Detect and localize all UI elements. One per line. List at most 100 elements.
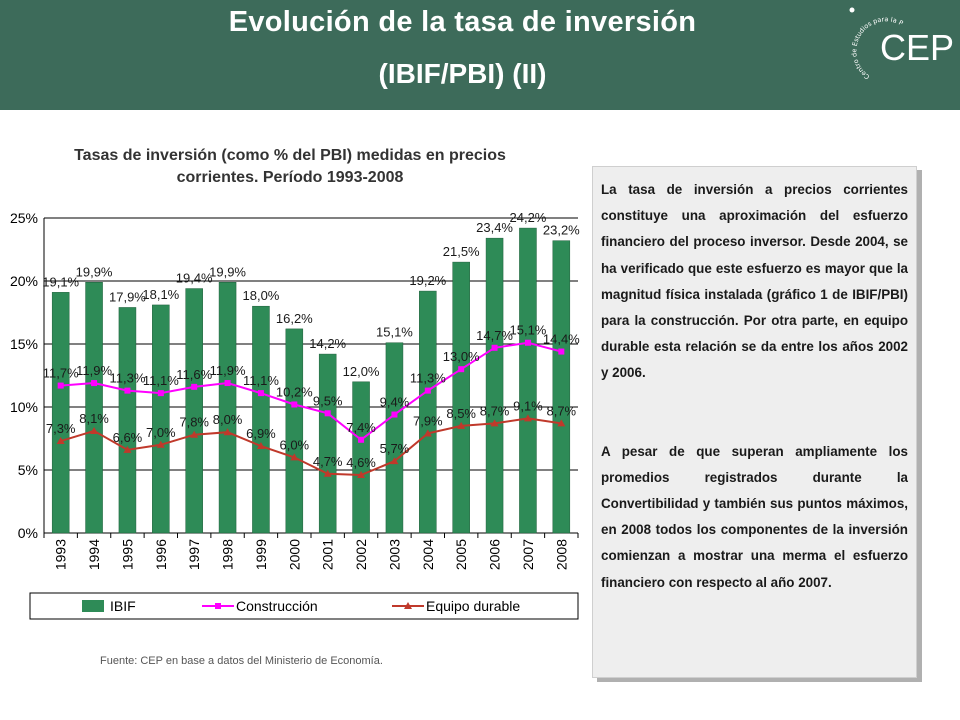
- bar-ibif-2008: [552, 240, 571, 534]
- point-construccion-2005: [458, 366, 465, 373]
- point-construccion-1994: [91, 380, 98, 387]
- bar-ibif-2002: [352, 381, 370, 534]
- point-equipo-1993: [56, 437, 65, 445]
- data-label-construccion: 15,1%: [510, 323, 547, 338]
- y-tick-label: 20%: [10, 273, 38, 289]
- data-label-equipo: 8,5%: [446, 406, 476, 421]
- data-label-equipo: 8,0%: [213, 412, 243, 427]
- point-equipo-2004: [423, 429, 432, 437]
- point-construccion-2000: [291, 401, 298, 408]
- commentary-paragraph-2: A pesar de que superan ampliamente los p…: [601, 443, 908, 590]
- point-equipo-1994: [90, 426, 99, 434]
- x-tick-label: 1994: [86, 539, 102, 570]
- point-construccion-2008: [558, 348, 565, 355]
- y-tick-label: 25%: [10, 210, 38, 226]
- data-label-construccion: 11,9%: [210, 363, 246, 378]
- page-title: Evolución de la tasa de inversión: [228, 6, 697, 38]
- source-note: Fuente: CEP en base a datos del Minister…: [100, 655, 383, 667]
- x-tick-label: 1995: [119, 539, 135, 570]
- cep-logo: Centro de Estudios para la Producción CE…: [830, 4, 954, 81]
- data-label-ibif: 19,9%: [76, 264, 113, 279]
- commentary-paragraph-1: La tasa de inversión a precios corriente…: [601, 182, 908, 381]
- point-equipo-2000: [290, 453, 299, 461]
- point-construccion-1998: [224, 380, 231, 387]
- data-label-ibif: 16,2%: [276, 311, 313, 326]
- data-label-equipo: 4,6%: [346, 455, 376, 470]
- x-tick-label: 2008: [553, 539, 569, 570]
- point-construccion-1996: [157, 390, 164, 397]
- data-label-construccion: 11,1%: [243, 373, 279, 388]
- point-construccion-2003: [391, 411, 398, 418]
- point-construccion-2001: [324, 410, 331, 417]
- y-tick-label: 0%: [18, 525, 38, 541]
- data-label-equipo: 8,1%: [79, 411, 109, 426]
- x-tick-label: 1993: [53, 539, 69, 570]
- x-tick-label: 2007: [520, 539, 536, 570]
- x-tick-label: 2006: [487, 539, 503, 570]
- bar-ibif-2000: [285, 328, 304, 534]
- x-tick-label: 2003: [386, 539, 402, 570]
- legend-swatch-ibif: [82, 600, 104, 612]
- data-label-construccion: 11,6%: [176, 367, 212, 382]
- data-label-construccion: 7,4%: [346, 420, 376, 435]
- data-label-equipo: 4,7%: [313, 454, 343, 469]
- x-tick-label: 1996: [153, 539, 169, 570]
- data-label-construccion: 11,7%: [43, 366, 79, 381]
- data-label-ibif: 18,0%: [243, 288, 280, 303]
- bar-ibif-1994: [85, 282, 103, 534]
- x-tick-label: 2002: [353, 539, 369, 570]
- data-label-ibif: 19,4%: [176, 271, 213, 286]
- page-subtitle: (IBIF/PBI) (II): [378, 58, 547, 89]
- point-construccion-2002: [358, 436, 365, 443]
- point-construccion-1993: [57, 382, 64, 389]
- data-label-equipo: 7,9%: [413, 413, 443, 428]
- data-label-equipo: 8,7%: [546, 403, 576, 418]
- data-label-ibif: 12,0%: [343, 364, 380, 379]
- data-label-ibif: 14,2%: [309, 336, 346, 351]
- legend-label-equipo: Equipo durable: [426, 598, 520, 614]
- data-label-construccion: 11,1%: [143, 373, 179, 388]
- data-label-construccion: 11,3%: [109, 371, 145, 386]
- data-label-equipo: 7,8%: [179, 415, 209, 430]
- legend-label-construccion: Construcción: [236, 598, 318, 614]
- x-tick-label: 2005: [453, 539, 469, 570]
- x-tick-label: 1999: [253, 539, 269, 570]
- x-tick-label: 1997: [186, 539, 202, 570]
- data-label-ibif: 19,2%: [409, 273, 446, 288]
- bar-ibif-2006: [485, 237, 504, 534]
- data-label-ibif: 18,1%: [142, 287, 179, 302]
- bar-ibif-2005: [452, 261, 470, 534]
- data-label-construccion: 14,7%: [476, 328, 513, 343]
- bar-ibif-2007: [519, 227, 537, 534]
- bar-ibif-2001: [318, 353, 337, 534]
- data-label-ibif: 17,9%: [109, 289, 146, 304]
- point-equipo-2007: [523, 414, 532, 422]
- x-tick-label: 2000: [286, 539, 302, 570]
- data-label-equipo: 7,0%: [146, 425, 176, 440]
- data-label-ibif: 21,5%: [443, 244, 480, 259]
- legend-box: [29, 592, 579, 620]
- data-label-ibif: 23,2%: [543, 223, 580, 238]
- data-label-equipo: 7,3%: [46, 421, 76, 436]
- point-equipo-2005: [457, 421, 466, 429]
- investment-rate-chart: 0% 5% 10% 15% 20% 25% 1993 1994 1995 1996 1997 1998…: [10, 210, 580, 620]
- point-construccion-2004: [424, 387, 431, 394]
- point-equipo-1998: [223, 428, 232, 436]
- bar-ibif-1993: [51, 292, 70, 534]
- data-label-ibif: 19,9%: [209, 264, 246, 279]
- x-tick-label: 2001: [320, 539, 336, 570]
- point-equipo-2006: [490, 419, 499, 427]
- y-tick-label: 10%: [10, 399, 38, 415]
- point-construccion-1997: [191, 383, 198, 390]
- bar-ibif-1997: [185, 288, 203, 534]
- data-label-construccion: 10,2%: [276, 384, 313, 399]
- point-equipo-1997: [190, 430, 199, 438]
- data-label-equipo: 6,0%: [279, 437, 309, 452]
- point-equipo-1996: [156, 440, 165, 448]
- data-label-ibif: 19,1%: [42, 274, 79, 289]
- data-label-equipo: 8,7%: [480, 403, 510, 418]
- data-label-construccion: 9,4%: [380, 395, 410, 410]
- data-label-construccion: 9,5%: [313, 393, 343, 408]
- data-label-construccion: 13,0%: [443, 349, 480, 364]
- x-tick-label: 1998: [220, 539, 236, 570]
